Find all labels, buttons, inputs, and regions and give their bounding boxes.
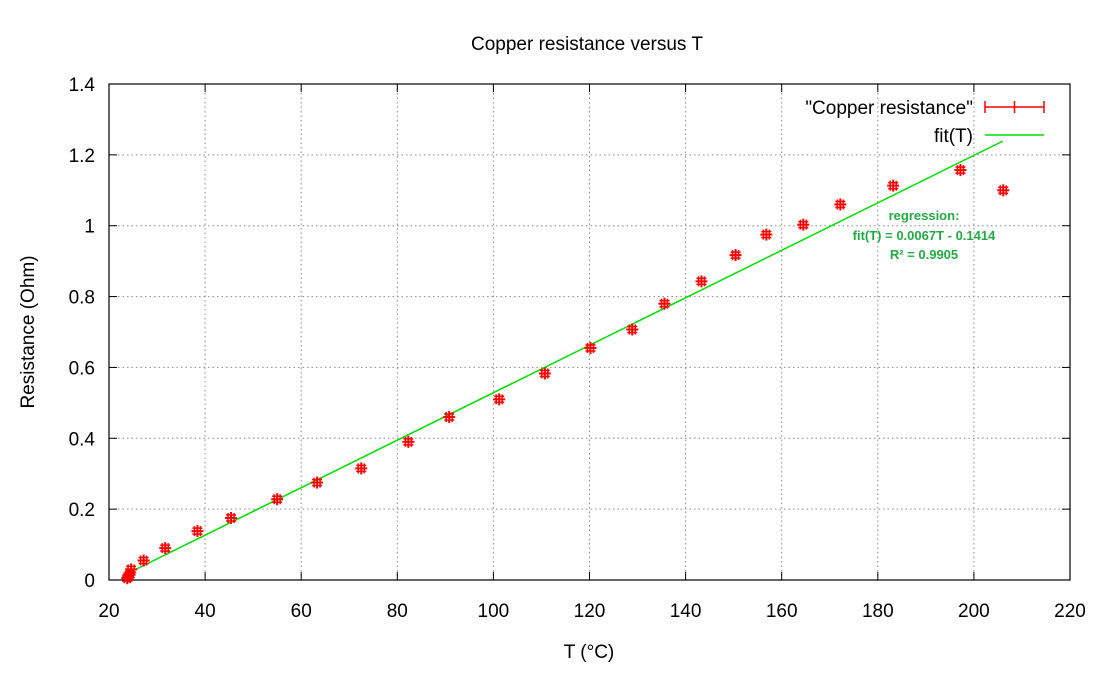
data-point <box>997 184 1010 197</box>
data-point <box>658 297 671 310</box>
y-tick-label: 1 <box>84 217 95 238</box>
x-tick-label: 140 <box>670 601 702 622</box>
copper-resistance-series <box>121 164 1010 585</box>
y-tick-label: 1.2 <box>69 146 95 167</box>
legend-label-fit: fit(T) <box>934 126 973 147</box>
data-point <box>760 228 773 241</box>
y-tick-label: 0.2 <box>69 500 95 521</box>
data-point <box>125 563 138 576</box>
data-point <box>954 164 967 177</box>
data-point <box>402 435 415 448</box>
x-tick-label: 60 <box>291 601 312 622</box>
axis-ticks <box>108 83 1071 581</box>
data-point <box>311 476 324 489</box>
data-point <box>729 249 742 262</box>
x-tick-labels: 20 40 60 80 100 120 140 160 180 200 220 <box>98 601 1085 622</box>
data-point <box>695 275 708 288</box>
x-tick-label: 80 <box>387 601 408 622</box>
data-point <box>443 411 456 424</box>
data-point <box>797 218 810 231</box>
grid-lines <box>109 84 1070 580</box>
fit-line-series <box>127 140 1004 574</box>
legend-key-copper-resistance <box>984 101 1045 113</box>
data-point <box>626 323 639 336</box>
annotation-line-1: regression: <box>889 208 960 223</box>
annotation-line-2: fit(T) = 0.0067T - 0.1414 <box>853 228 996 243</box>
data-point <box>355 462 368 475</box>
x-tick-label: 200 <box>958 601 990 622</box>
x-tick-label: 100 <box>478 601 510 622</box>
legend: "Copper resistance" fit(T) <box>805 98 1045 147</box>
x-tick-label: 160 <box>766 601 798 622</box>
regression-annotation: regression: fit(T) = 0.0067T - 0.1414 R²… <box>853 208 996 262</box>
x-tick-label: 180 <box>862 601 894 622</box>
x-axis-label: T (°C) <box>564 642 615 663</box>
annotation-line-3: R² = 0.9905 <box>890 247 958 262</box>
x-tick-label: 220 <box>1054 601 1086 622</box>
chart-title: Copper resistance versus T <box>471 34 703 55</box>
data-point <box>225 512 238 524</box>
y-axis-label: Resistance (Ohm) <box>18 255 39 408</box>
data-point <box>538 367 551 380</box>
data-point <box>584 341 597 354</box>
data-point <box>493 393 506 406</box>
y-tick-label: 0.6 <box>69 358 95 379</box>
x-tick-label: 40 <box>195 601 216 622</box>
y-tick-labels: 0 0.2 0.4 0.6 0.8 1 1.2 1.4 <box>69 75 96 592</box>
data-point <box>123 568 136 581</box>
y-tick-label: 0 <box>84 571 95 592</box>
x-tick-label: 120 <box>574 601 606 622</box>
fit-line <box>127 140 1004 574</box>
y-tick-label: 0.4 <box>69 429 96 450</box>
data-point <box>887 179 900 192</box>
legend-label-copper-resistance: "Copper resistance" <box>805 98 973 119</box>
data-point <box>191 525 204 538</box>
data-point <box>159 542 172 555</box>
data-point <box>137 554 150 567</box>
y-tick-label: 0.8 <box>69 288 95 309</box>
data-point <box>834 198 847 211</box>
y-tick-label: 1.4 <box>69 75 96 96</box>
data-point <box>271 493 284 506</box>
x-tick-label: 20 <box>98 601 119 622</box>
